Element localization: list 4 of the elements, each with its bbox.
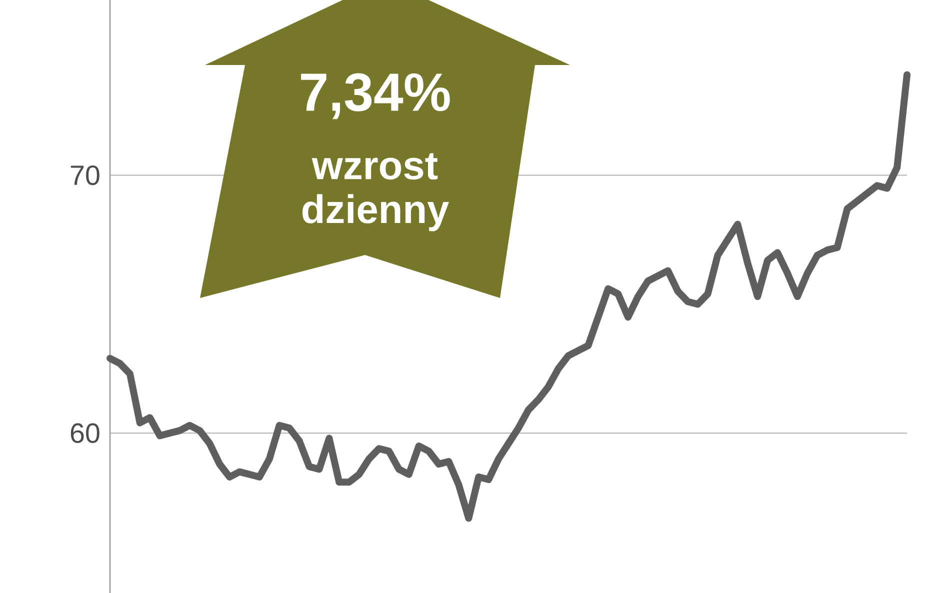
annotation: 7,34% — [301, 73, 450, 120]
y-tick-label: 60 — [70, 423, 100, 443]
annotation: wzrost dzienny — [302, 153, 449, 232]
y-tick-label: 70 — [70, 165, 100, 186]
